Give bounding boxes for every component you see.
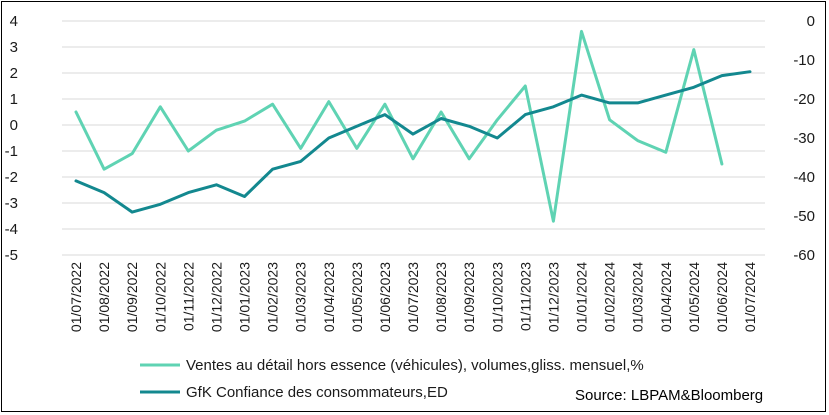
x-axis-tick-label: 01/06/2023: [377, 262, 393, 332]
x-axis-tick-label: 01/01/2023: [237, 262, 253, 332]
left-axis-tick-label: -4: [5, 221, 18, 238]
left-axis-tick-label: 0: [10, 117, 18, 134]
x-axis-tick-label: 01/12/2022: [208, 262, 224, 332]
right-axis-tick-label: -20: [793, 91, 815, 108]
x-axis-tick-label: 01/11/2022: [180, 262, 196, 331]
left-axis-tick-label: -5: [5, 247, 18, 264]
right-axis-tick-label: -60: [793, 247, 815, 264]
right-axis-tick-label: -10: [793, 52, 815, 69]
x-axis-tick-label: 01/02/2024: [602, 262, 618, 332]
left-axis-tick-label: -1: [5, 143, 18, 160]
x-axis-tick-label: 01/06/2024: [714, 262, 730, 332]
source-note: Source: LBPAM&Bloomberg: [575, 387, 763, 404]
x-axis-tick-label: 01/02/2023: [265, 262, 281, 332]
x-axis-tick-label: 01/05/2024: [686, 262, 702, 332]
right-axis-tick-label: -30: [793, 130, 815, 147]
series-line-retail-sales: [74, 29, 724, 223]
x-axis-tick-label: 01/08/2022: [96, 262, 112, 332]
right-axis-tick-label: 0: [807, 13, 815, 30]
x-axis-tick-label: 01/09/2022: [124, 262, 140, 332]
left-axis-tick-label: -3: [5, 195, 18, 212]
left-axis-tick-label: -2: [5, 169, 18, 186]
x-axis-tick-label: 01/05/2023: [349, 262, 365, 332]
right-axis-tick-label: -50: [793, 208, 815, 225]
x-axis-tick-label: 01/03/2024: [630, 262, 646, 332]
x-axis-tick-label: 01/04/2023: [321, 262, 337, 332]
x-axis-tick-label: 01/12/2023: [545, 262, 561, 332]
x-axis-tick-label: 01/10/2022: [152, 262, 168, 332]
x-axis-tick-label: 01/09/2023: [461, 262, 477, 332]
x-axis-tick-label: 01/10/2023: [489, 262, 505, 332]
legend-label-retail-sales: Ventes au détail hors essence (véhicules…: [186, 357, 644, 374]
left-axis-tick-label: 1: [10, 91, 18, 108]
right-axis-tick-label: -40: [793, 169, 815, 186]
x-axis-tick-label: 01/11/2023: [517, 262, 533, 331]
series-line-consumer-confidence: [74, 70, 752, 214]
left-axis-tick-label: 2: [10, 65, 18, 82]
x-axis-tick-label: 01/08/2023: [433, 262, 449, 332]
x-axis-tick-label: 01/07/2022: [68, 262, 84, 332]
x-axis-tick-label: 01/01/2024: [574, 262, 590, 332]
left-axis-tick-label: 4: [10, 13, 18, 30]
x-axis-tick-label: 01/03/2023: [293, 262, 309, 332]
x-axis-tick-label: 01/07/2023: [405, 262, 421, 332]
legend-label-consumer-confidence: GfK Confiance des consommateurs,ED: [186, 384, 448, 401]
x-axis-tick-label: 01/07/2024: [742, 262, 758, 332]
left-axis-tick-label: 3: [10, 39, 18, 56]
x-axis-tick-label: 01/04/2024: [658, 262, 674, 332]
